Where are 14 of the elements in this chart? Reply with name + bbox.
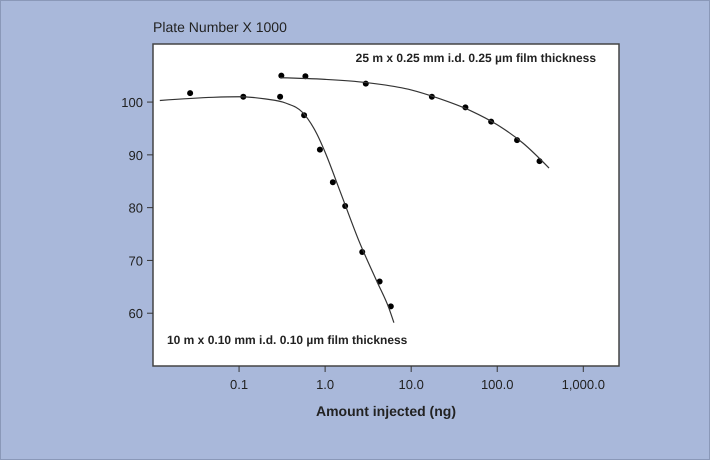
text: 10 m x 0.10 mm i.d. 0.10 µm film thickness xyxy=(167,333,408,347)
series-label: 25 m x 0.25 mm i.d. 0.25 µm film thickness xyxy=(356,51,596,65)
x-tick-label: 100.0 xyxy=(480,377,514,392)
x-tick-label: 1.0 xyxy=(316,377,334,392)
y-tick-label: 80 xyxy=(128,200,143,216)
x-tick-label: 1,000.0 xyxy=(562,377,605,392)
x-tick-label: 0.1 xyxy=(230,377,248,392)
x-axis-title: Amount injected (ng) xyxy=(316,403,456,419)
y-tick-label: 70 xyxy=(128,253,143,268)
chart-title: Plate Number X 1000 xyxy=(153,19,288,35)
y-tick-label: 90 xyxy=(128,148,143,163)
y-tick-label: 60 xyxy=(128,306,143,322)
x-tick-label: 10.0 xyxy=(398,377,424,392)
y-tick-label: 100 xyxy=(121,95,143,110)
